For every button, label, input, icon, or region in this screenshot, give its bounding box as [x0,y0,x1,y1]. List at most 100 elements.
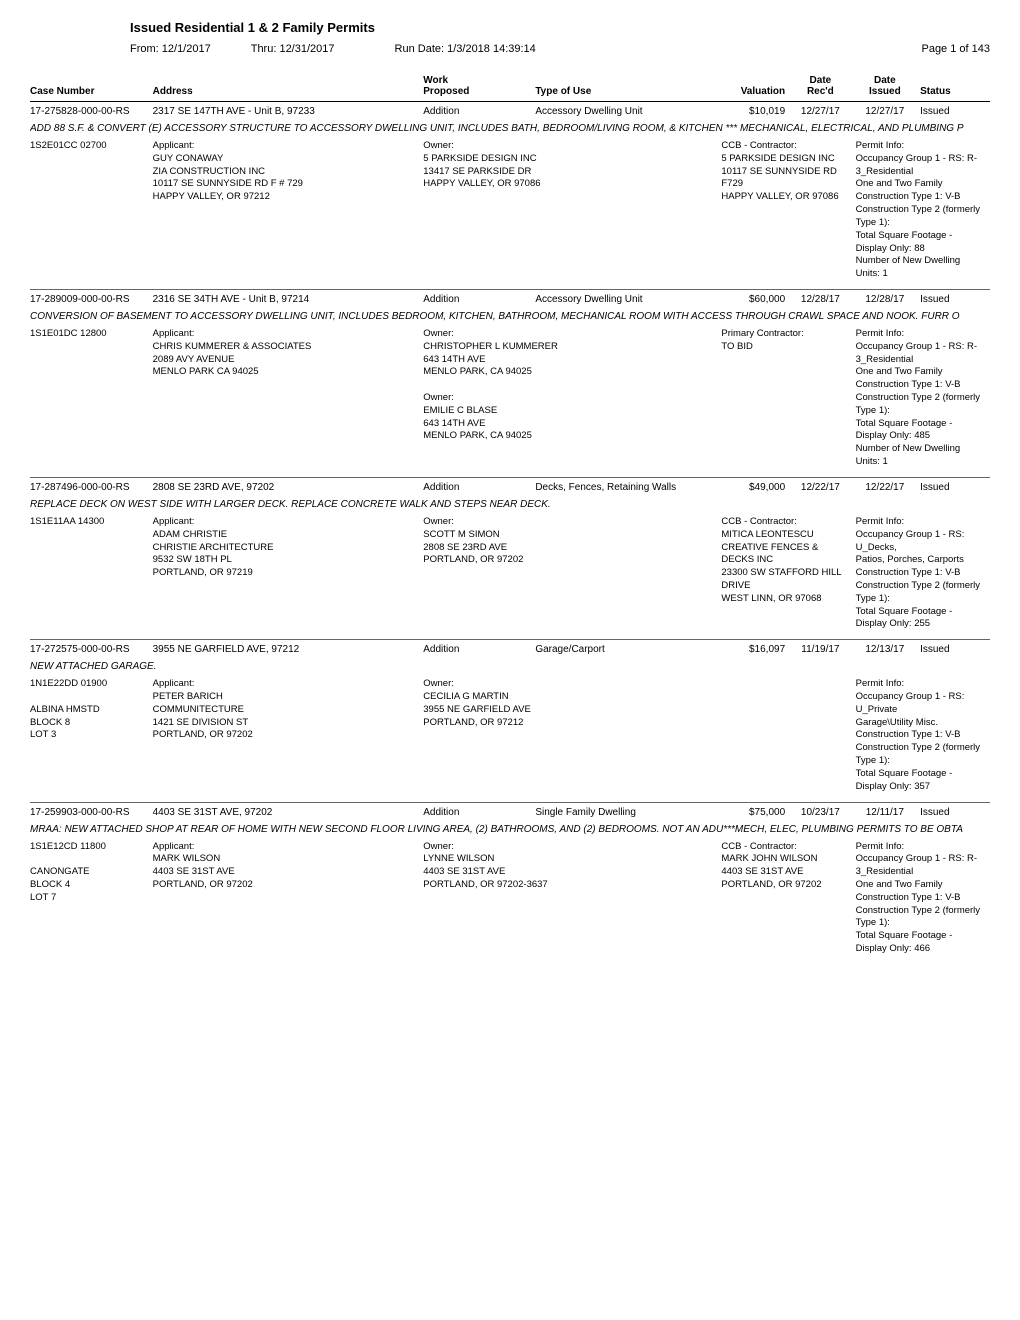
date-issued: 12/28/17 [856,289,920,309]
contractor [721,676,855,802]
date-recd: 11/19/17 [791,640,855,660]
permit-info: Permit Info:Occupancy Group 1 - RS: R-3_… [856,326,990,477]
case-number: 17-287496-000-00-RS [30,477,153,497]
description-row: REPLACE DECK ON WEST SIDE WITH LARGER DE… [30,497,990,514]
description: MRAA: NEW ATTACHED SHOP AT REAR OF HOME … [30,822,990,839]
date-recd: 12/28/17 [791,289,855,309]
header-run: Run Date: 1/3/2018 14:39:14 [395,43,536,55]
work-proposed: Addition [423,102,535,122]
parcel: 1S1E12CD 11800CANONGATEBLOCK 4LOT 7 [30,839,153,964]
address: 3955 NE GARFIELD AVE, 97212 [153,640,424,660]
work-proposed: Addition [423,289,535,309]
col-status: Status [920,71,990,102]
type-of-use: Accessory Dwelling Unit [535,289,721,309]
col-issued: Date Issued [856,71,920,102]
date-issued: 12/13/17 [856,640,920,660]
applicant: Applicant:CHRIS KUMMERER & ASSOCIATES208… [153,326,424,477]
description-row: ADD 88 S.F. & CONVERT (E) ACCESSORY STRU… [30,121,990,138]
case-number: 17-272575-000-00-RS [30,640,153,660]
col-work: Work Proposed [423,71,535,102]
case-number: 17-289009-000-00-RS [30,289,153,309]
parcel: 1S1E01DC 12800 [30,326,153,477]
permit-info: Permit Info:Occupancy Group 1 - RS: U_De… [856,514,990,640]
description: NEW ATTACHED GARAGE. [30,659,990,676]
address: 2316 SE 34TH AVE - Unit B, 97214 [153,289,424,309]
valuation: $49,000 [721,477,791,497]
header-thru: Thru: 12/31/2017 [251,43,335,55]
detail-row: 1S1E01DC 12800 Applicant:CHRIS KUMMERER … [30,326,990,477]
case-row: 17-259903-000-00-RS 4403 SE 31ST AVE, 97… [30,802,990,822]
work-proposed: Addition [423,802,535,822]
valuation: $75,000 [721,802,791,822]
applicant: Applicant:GUY CONAWAYZIA CONSTRUCTION IN… [153,138,424,289]
date-recd: 12/27/17 [791,102,855,122]
description-row: MRAA: NEW ATTACHED SHOP AT REAR OF HOME … [30,822,990,839]
col-val: Valuation [721,71,791,102]
address: 4403 SE 31ST AVE, 97202 [153,802,424,822]
type-of-use: Accessory Dwelling Unit [535,102,721,122]
detail-row: 1N1E22DD 01900ALBINA HMSTDBLOCK 8LOT 3 A… [30,676,990,802]
work-proposed: Addition [423,477,535,497]
work-proposed: Addition [423,640,535,660]
permits-table: Case Number Address Work Proposed Type o… [30,71,990,964]
col-recd: Date Rec'd [791,71,855,102]
applicant: Applicant:MARK WILSON4403 SE 31ST AVEPOR… [153,839,424,964]
description-row: NEW ATTACHED GARAGE. [30,659,990,676]
address: 2317 SE 147TH AVE - Unit B, 97233 [153,102,424,122]
valuation: $60,000 [721,289,791,309]
owner: Owner:SCOTT M SIMON2808 SE 23RD AVEPORTL… [423,514,721,640]
report-title: Issued Residential 1 & 2 Family Permits [30,20,990,35]
contractor: CCB - Contractor:5 PARKSIDE DESIGN INC10… [721,138,855,289]
applicant: Applicant:ADAM CHRISTIECHRISTIE ARCHITEC… [153,514,424,640]
contractor: Primary Contractor:TO BID [721,326,855,477]
detail-row: 1S1E11AA 14300 Applicant:ADAM CHRISTIECH… [30,514,990,640]
parcel: 1S1E11AA 14300 [30,514,153,640]
date-recd: 12/22/17 [791,477,855,497]
status: Issued [920,289,990,309]
owner: Owner:CHRISTOPHER L KUMMERER643 14TH AVE… [423,326,721,477]
status: Issued [920,640,990,660]
owner: Owner:CECILIA G MARTIN3955 NE GARFIELD A… [423,676,721,802]
type-of-use: Single Family Dwelling [535,802,721,822]
description: ADD 88 S.F. & CONVERT (E) ACCESSORY STRU… [30,121,990,138]
description-row: CONVERSION OF BASEMENT TO ACCESSORY DWEL… [30,309,990,326]
owner: Owner:5 PARKSIDE DESIGN INC13417 SE PARK… [423,138,721,289]
parcel: 1N1E22DD 01900ALBINA HMSTDBLOCK 8LOT 3 [30,676,153,802]
case-row: 17-275828-000-00-RS 2317 SE 147TH AVE - … [30,102,990,122]
permit-info: Permit Info:Occupancy Group 1 - RS: U_Pr… [856,676,990,802]
date-issued: 12/22/17 [856,477,920,497]
contractor: CCB - Contractor:MITICA LEONTESCUCREATIV… [721,514,855,640]
status: Issued [920,102,990,122]
valuation: $10,019 [721,102,791,122]
parcel: 1S2E01CC 02700 [30,138,153,289]
type-of-use: Garage/Carport [535,640,721,660]
case-row: 17-289009-000-00-RS 2316 SE 34TH AVE - U… [30,289,990,309]
status: Issued [920,477,990,497]
address: 2808 SE 23RD AVE, 97202 [153,477,424,497]
contractor: CCB - Contractor:MARK JOHN WILSON4403 SE… [721,839,855,964]
case-number: 17-259903-000-00-RS [30,802,153,822]
status: Issued [920,802,990,822]
case-row: 17-287496-000-00-RS 2808 SE 23RD AVE, 97… [30,477,990,497]
header-meta: From: 12/1/2017 Thru: 12/31/2017 Run Dat… [30,43,990,55]
valuation: $16,097 [721,640,791,660]
case-number: 17-275828-000-00-RS [30,102,153,122]
detail-row: 1S2E01CC 02700 Applicant:GUY CONAWAYZIA … [30,138,990,289]
owner: Owner:LYNNE WILSON4403 SE 31ST AVEPORTLA… [423,839,721,964]
permit-info: Permit Info:Occupancy Group 1 - RS: R-3_… [856,138,990,289]
table-header-row: Case Number Address Work Proposed Type o… [30,71,990,102]
header-from: From: 12/1/2017 [130,43,211,55]
type-of-use: Decks, Fences, Retaining Walls [535,477,721,497]
applicant: Applicant:PETER BARICHCOMMUNITECTURE1421… [153,676,424,802]
col-type: Type of Use [535,71,721,102]
detail-row: 1S1E12CD 11800CANONGATEBLOCK 4LOT 7 Appl… [30,839,990,964]
col-addr: Address [153,71,424,102]
date-issued: 12/27/17 [856,102,920,122]
description: REPLACE DECK ON WEST SIDE WITH LARGER DE… [30,497,990,514]
description: CONVERSION OF BASEMENT TO ACCESSORY DWEL… [30,309,990,326]
date-recd: 10/23/17 [791,802,855,822]
case-row: 17-272575-000-00-RS 3955 NE GARFIELD AVE… [30,640,990,660]
permit-info: Permit Info:Occupancy Group 1 - RS: R-3_… [856,839,990,964]
header-page: Page 1 of 143 [921,43,990,55]
date-issued: 12/11/17 [856,802,920,822]
